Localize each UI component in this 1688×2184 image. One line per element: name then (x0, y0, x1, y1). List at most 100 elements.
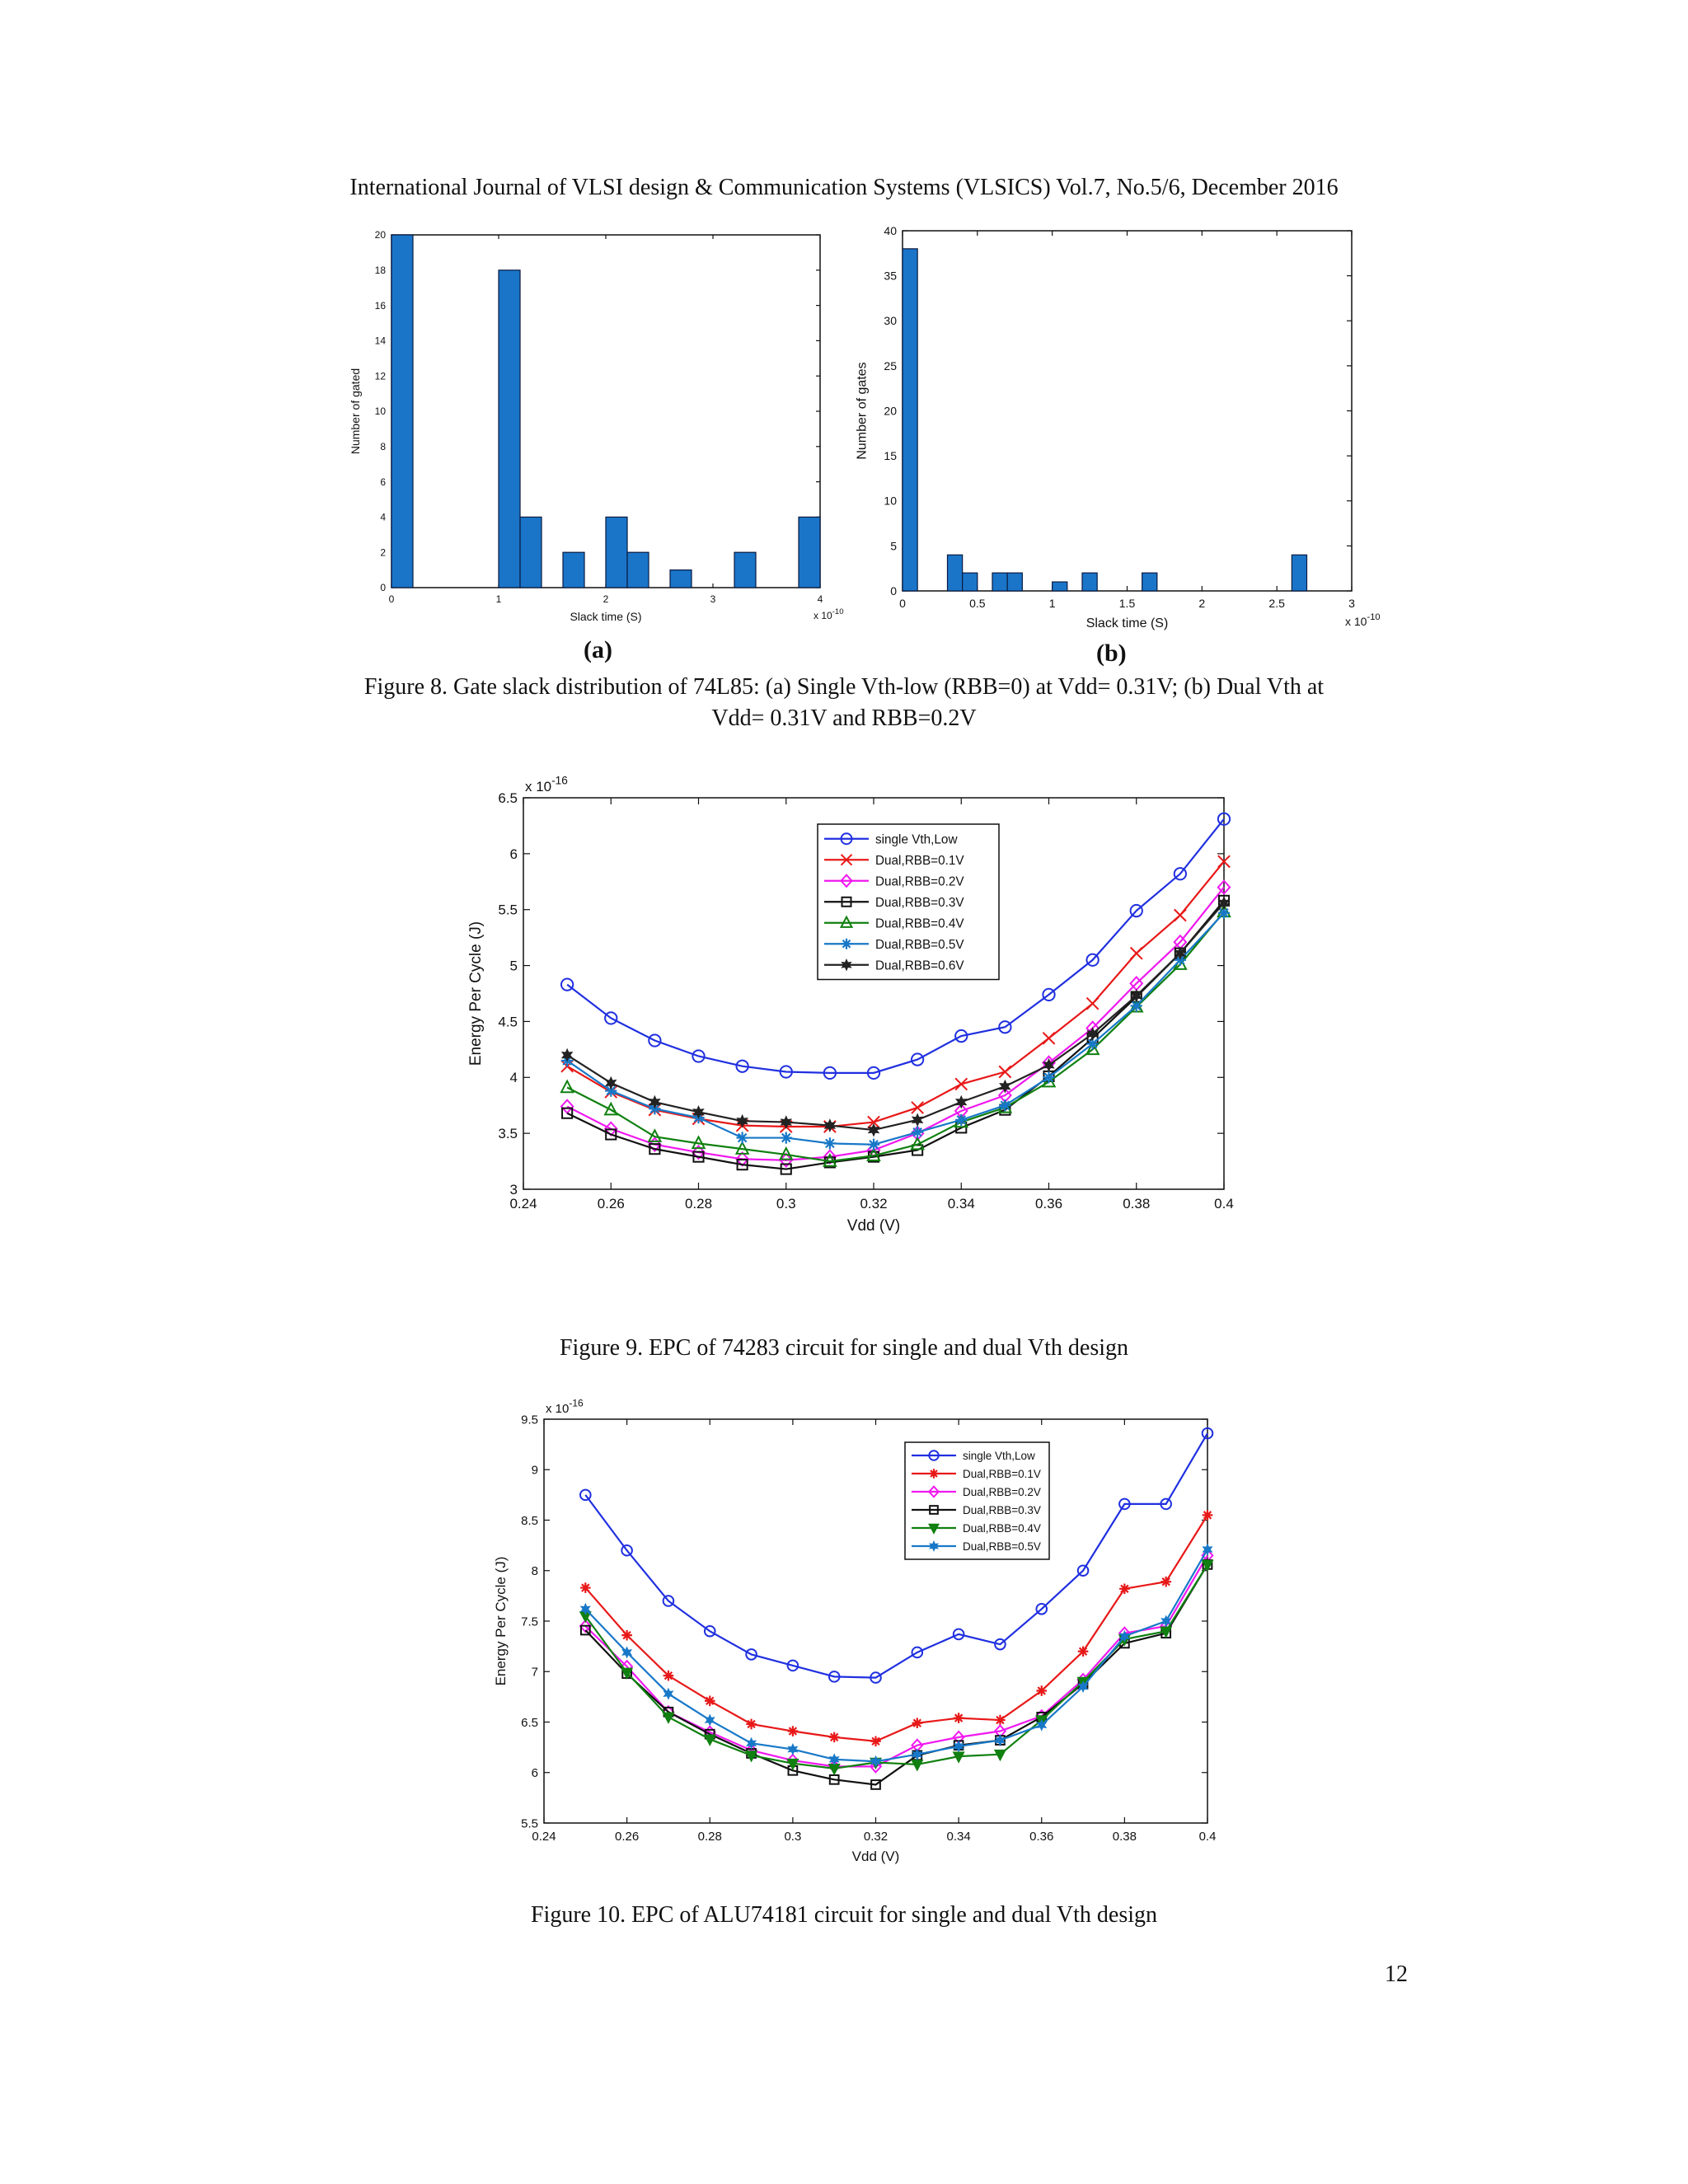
series-line (566, 911, 1225, 1163)
x-tick-label: 0.34 (948, 1196, 975, 1212)
histogram-bar (992, 572, 1008, 592)
data-point (828, 1671, 841, 1683)
data-point (1086, 1038, 1099, 1050)
data-point (1085, 996, 1100, 1010)
y-tick-label: 5 (890, 539, 897, 552)
data-point (692, 1104, 705, 1119)
data-point (778, 1146, 794, 1160)
data-point (647, 1137, 662, 1153)
y-tick-label: 3.5 (498, 1126, 518, 1141)
series-line (566, 912, 1225, 1146)
data-point (823, 1118, 837, 1133)
journal-header: International Journal of VLSI design & C… (349, 175, 1339, 200)
data-point (647, 1128, 663, 1142)
data-point (839, 915, 854, 928)
data-point (929, 1469, 939, 1479)
data-point (911, 1126, 924, 1138)
y-tick-label: 8 (532, 1564, 538, 1578)
y-tick-label: 4.5 (498, 1014, 518, 1029)
data-point (649, 1094, 661, 1109)
data-point (787, 1743, 799, 1756)
data-point (736, 1159, 748, 1171)
legend-label: Dual,RBB=0.5V (963, 1540, 1041, 1553)
y-tick-label: 8 (380, 441, 386, 452)
data-point (911, 1113, 924, 1127)
data-point (994, 1734, 1006, 1747)
data-point (703, 1624, 716, 1638)
x-tick-label: 0.34 (947, 1830, 971, 1844)
x-tick-label: 0.36 (1029, 1830, 1053, 1844)
x-tick-label: 0.32 (860, 1196, 887, 1212)
data-point (648, 1033, 662, 1047)
data-point (786, 1659, 799, 1672)
data-point (692, 1049, 706, 1063)
legend-box (904, 1441, 1050, 1560)
x-tick-label: 0 (389, 593, 395, 605)
x-tick-label: 0.26 (615, 1830, 639, 1844)
data-point (870, 1736, 881, 1747)
series-line (566, 900, 1225, 1170)
x-axis-label: Slack time (S) (570, 610, 641, 623)
histogram-bar (946, 554, 964, 592)
data-point (928, 1540, 940, 1552)
data-point (621, 1544, 633, 1557)
data-point (869, 1759, 883, 1774)
data-point (1042, 1031, 1056, 1045)
x-tick-label: 2 (1198, 597, 1205, 610)
figure-10-epc-chart: 0.24 0.26 0.28 0.3 0.32 0.34 0.36 0.38 0.4 5.5 6 6.… (493, 1398, 1216, 1865)
histogram-bar (391, 234, 414, 588)
y-tick-label: 20 (884, 404, 897, 417)
data-point (870, 1779, 881, 1790)
data-point (955, 1113, 968, 1126)
data-point (1160, 1497, 1172, 1511)
data-point (605, 1085, 617, 1097)
figure-10-caption: Figure 10. EPC of ALU74181 circuit for s… (530, 1902, 1158, 1928)
data-point (579, 1488, 592, 1502)
data-point (1173, 867, 1188, 881)
data-point (779, 1152, 794, 1169)
legend-label: Dual,RBB=0.2V (963, 1486, 1041, 1498)
legend-label: Dual,RBB=0.1V (875, 854, 964, 868)
y-tick-label: 25 (884, 359, 897, 373)
data-point (954, 1029, 968, 1043)
data-point (867, 1115, 880, 1129)
histogram-bar (562, 551, 585, 588)
data-point (927, 1485, 940, 1498)
data-point (1160, 1615, 1172, 1628)
data-point (1201, 1427, 1214, 1440)
data-point (561, 1107, 574, 1119)
histogram-bar (1291, 554, 1308, 592)
x-axis-label: Vdd (V) (847, 1217, 900, 1235)
data-point (1202, 1543, 1213, 1556)
data-point (1217, 907, 1231, 919)
data-point (621, 1667, 634, 1680)
data-point (703, 1734, 716, 1746)
y-tick-label: 4 (380, 512, 386, 523)
panel-a-label: (a) (584, 636, 612, 663)
data-point (1129, 903, 1143, 918)
series-line (566, 902, 1225, 1132)
data-point (1086, 1026, 1099, 1041)
x-tick-label: 4 (818, 593, 823, 605)
data-point (870, 1755, 882, 1768)
histogram-bar (902, 248, 918, 592)
data-point (1043, 1071, 1055, 1084)
data-point (912, 1718, 923, 1729)
x-tick-label: 3 (1348, 597, 1355, 610)
histogram-bar (626, 551, 649, 588)
series-line (584, 1514, 1208, 1742)
y-tick-label: 6 (380, 476, 386, 488)
data-point (560, 1079, 574, 1094)
data-point (841, 938, 852, 949)
data-point (746, 1718, 757, 1730)
data-point (929, 1505, 939, 1515)
data-point (780, 1163, 792, 1175)
x-tick-label: 3 (710, 593, 716, 605)
data-point (736, 1113, 748, 1128)
x-tick-label: 0.38 (1113, 1830, 1137, 1844)
data-point (866, 1147, 881, 1161)
x-tick-label: 0.32 (864, 1830, 888, 1844)
y-tick-label: 10 (884, 494, 897, 508)
data-point (840, 874, 853, 888)
x-tick-label: 0.24 (509, 1196, 537, 1212)
